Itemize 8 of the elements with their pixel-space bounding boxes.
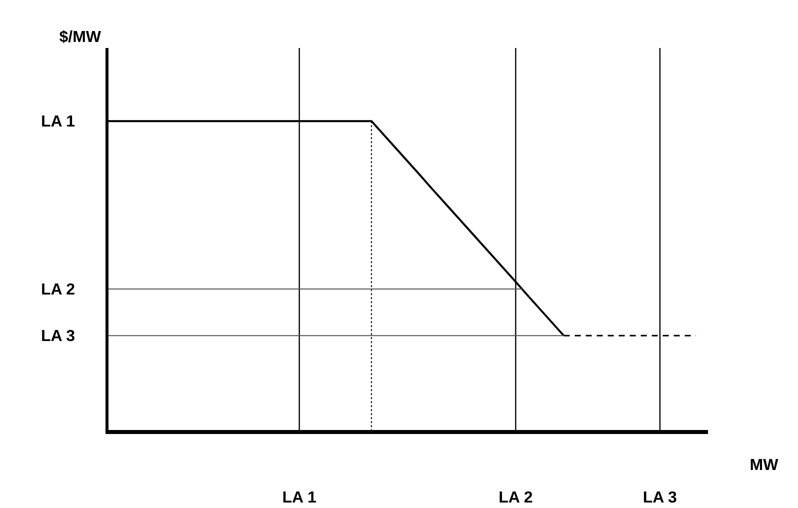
x-tick-label: LA 1 (282, 490, 316, 507)
text: LA 1 (40, 114, 76, 131)
x-tick-label: LA 3 (642, 490, 678, 507)
ref-line-label: LA 3 (40, 328, 76, 346)
x-tick-label: LA 2 (498, 490, 533, 507)
ref-line-label: LA 2 (40, 282, 76, 299)
x-axis-title: MW (750, 457, 780, 474)
y-axis-title: $/MW (59, 29, 102, 46)
